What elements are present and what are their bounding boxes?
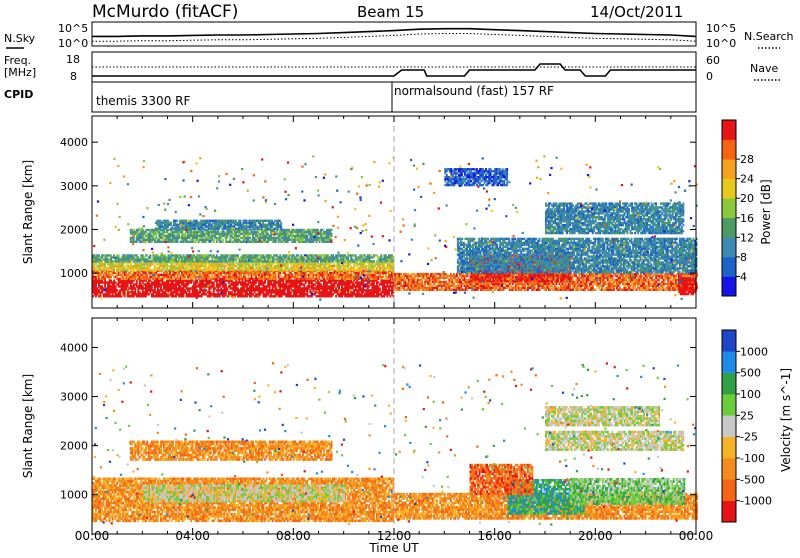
freq-tick-top: 18: [66, 53, 80, 66]
series-line-nsearch: [92, 34, 696, 42]
power-echo-cell: [393, 263, 395, 265]
power-echo-cell: [331, 233, 333, 235]
power-echo-band: [130, 229, 333, 243]
nave-tick-bottom: 0: [706, 70, 713, 83]
nave-tick-top: 60: [706, 54, 720, 67]
power-echo-cell: [170, 222, 172, 224]
power-echo-cell: [118, 254, 120, 256]
power-echo-cell: [225, 283, 227, 285]
power-echo-cell: [280, 222, 282, 224]
cpid-segment-2: normalsound (fast) 157 RF: [394, 84, 554, 98]
station-title: McMurdo (fitACF): [92, 2, 238, 22]
nsky-label: N.Sky: [4, 32, 36, 45]
noise-tick-top-right: 10^5: [706, 22, 736, 35]
power-echo-band: [92, 270, 394, 280]
noise-tick-bottom-left: 10^0: [58, 37, 88, 50]
power-echo-band: [92, 254, 394, 262]
power-echo-cell: [331, 229, 333, 231]
cpid-segment-1: themis 3300 RF: [96, 94, 190, 108]
series-line-freq: [92, 64, 696, 76]
freq-unit-label: [MHz]: [4, 66, 36, 79]
power-echo-cell: [240, 220, 242, 222]
power-echo-cell: [222, 239, 224, 241]
noise-tick-bottom-right: 10^0: [706, 37, 736, 50]
power-echo-cell: [373, 260, 375, 262]
beam-title: Beam 15: [357, 3, 424, 21]
power-echo-cell: [176, 220, 178, 222]
power-echo-cell: [149, 254, 151, 256]
nave-label: Nave: [750, 62, 778, 75]
nsearch-label: N.Search: [744, 30, 794, 43]
freq-tick-bottom: 8: [70, 70, 77, 83]
power-echo-cell: [380, 254, 382, 256]
cpid-label: CPID: [4, 88, 33, 101]
power-echo-band: [92, 279, 394, 297]
noise-tick-top-left: 10^5: [58, 22, 88, 35]
power-echo-cell: [379, 287, 381, 289]
date-title: 14/Oct/2011: [590, 3, 683, 21]
power-echo-cell: [237, 254, 239, 256]
